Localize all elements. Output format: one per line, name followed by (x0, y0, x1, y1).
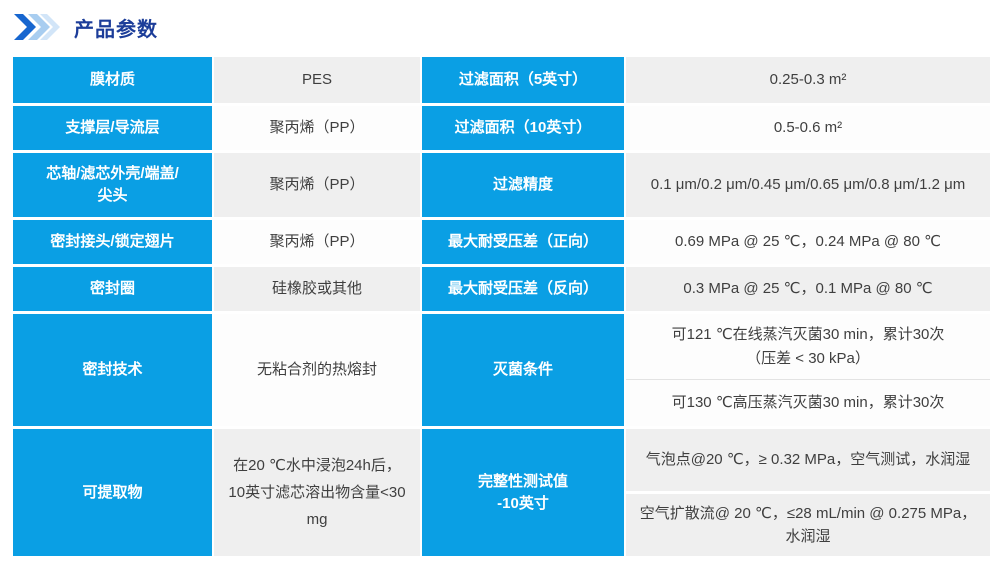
param-value: 在20 ℃水中浸泡24h后，10英寸滤芯溶出物含量<30 mg (214, 429, 420, 556)
table-row: 密封接头/锁定翅片 聚丙烯（PP） 最大耐受压差（正向） 0.69 MPa @ … (13, 220, 990, 264)
param-label: 膜材质 (13, 57, 212, 103)
param-value: 0.69 MPa @ 25 ℃，0.24 MPa @ 80 ℃ (626, 220, 990, 264)
param-label: 最大耐受压差（反向） (422, 267, 624, 311)
param-value: 无粘合剂的热熔封 (214, 314, 420, 426)
param-label: 过滤面积（5英寸） (422, 57, 624, 103)
param-label: 完整性测试值 -10英寸 (422, 429, 624, 556)
param-value: 0.25-0.3 m² (626, 57, 990, 103)
table-row: 膜材质 PES 过滤面积（5英寸） 0.25-0.3 m² (13, 57, 990, 103)
param-label: 可提取物 (13, 429, 212, 556)
param-label: 支撑层/导流层 (13, 106, 212, 150)
table-row: 芯轴/滤芯外壳/端盖/ 尖头 聚丙烯（PP） 过滤精度 0.1 μm/0.2 μ… (13, 153, 990, 217)
param-value-group: 可121 ℃在线蒸汽灭菌30 min，累计30次 （压差 < 30 kPa） 可… (626, 314, 990, 426)
product-parameters-table: 膜材质 PES 过滤面积（5英寸） 0.25-0.3 m² 支撑层/导流层 聚丙… (13, 57, 990, 556)
param-label: 芯轴/滤芯外壳/端盖/ 尖头 (13, 153, 212, 217)
param-label: 灭菌条件 (422, 314, 624, 426)
section-header: 产品参数 (0, 0, 1000, 44)
double-chevron-icon (14, 14, 60, 40)
param-label: 密封接头/锁定翅片 (13, 220, 212, 264)
param-subvalue: 可121 ℃在线蒸汽灭菌30 min，累计30次 （压差 < 30 kPa） (671, 326, 945, 367)
param-label: 过滤精度 (422, 153, 624, 217)
param-value: 0.1 μm/0.2 μm/0.45 μm/0.65 μm/0.8 μm/1.2… (626, 153, 990, 217)
param-label: 密封圈 (13, 267, 212, 311)
table-row: 可提取物 在20 ℃水中浸泡24h后，10英寸滤芯溶出物含量<30 mg 完整性… (13, 429, 990, 556)
table-row: 支撑层/导流层 聚丙烯（PP） 过滤面积（10英寸） 0.5-0.6 m² (13, 106, 990, 150)
param-value: 0.5-0.6 m² (626, 106, 990, 150)
page-title: 产品参数 (74, 18, 158, 41)
param-label: 密封技术 (13, 314, 212, 426)
param-value: PES (214, 57, 420, 103)
param-value: 0.3 MPa @ 25 ℃，0.1 MPa @ 80 ℃ (626, 267, 990, 311)
param-value: 聚丙烯（PP） (214, 106, 420, 150)
table-row: 密封圈 硅橡胶或其他 最大耐受压差（反向） 0.3 MPa @ 25 ℃，0.1… (13, 267, 990, 311)
param-subvalue: 气泡点@20 ℃，≥ 0.32 MPa，空气测试，水润湿 (626, 429, 990, 491)
param-subvalue: 空气扩散流@ 20 ℃，≤28 mL/min @ 0.275 MPa，水润湿 (626, 494, 990, 556)
param-label: 过滤面积（10英寸） (422, 106, 624, 150)
param-value-group: 气泡点@20 ℃，≥ 0.32 MPa，空气测试，水润湿 空气扩散流@ 20 ℃… (626, 429, 990, 556)
param-subvalue: 可130 ℃高压蒸汽灭菌30 min，累计30次 (626, 379, 990, 425)
param-value: 聚丙烯（PP） (214, 153, 420, 217)
table-row: 密封技术 无粘合剂的热熔封 灭菌条件 可121 ℃在线蒸汽灭菌30 min，累计… (13, 314, 990, 426)
param-label: 最大耐受压差（正向） (422, 220, 624, 264)
param-value: 硅橡胶或其他 (214, 267, 420, 311)
param-value: 聚丙烯（PP） (214, 220, 420, 264)
